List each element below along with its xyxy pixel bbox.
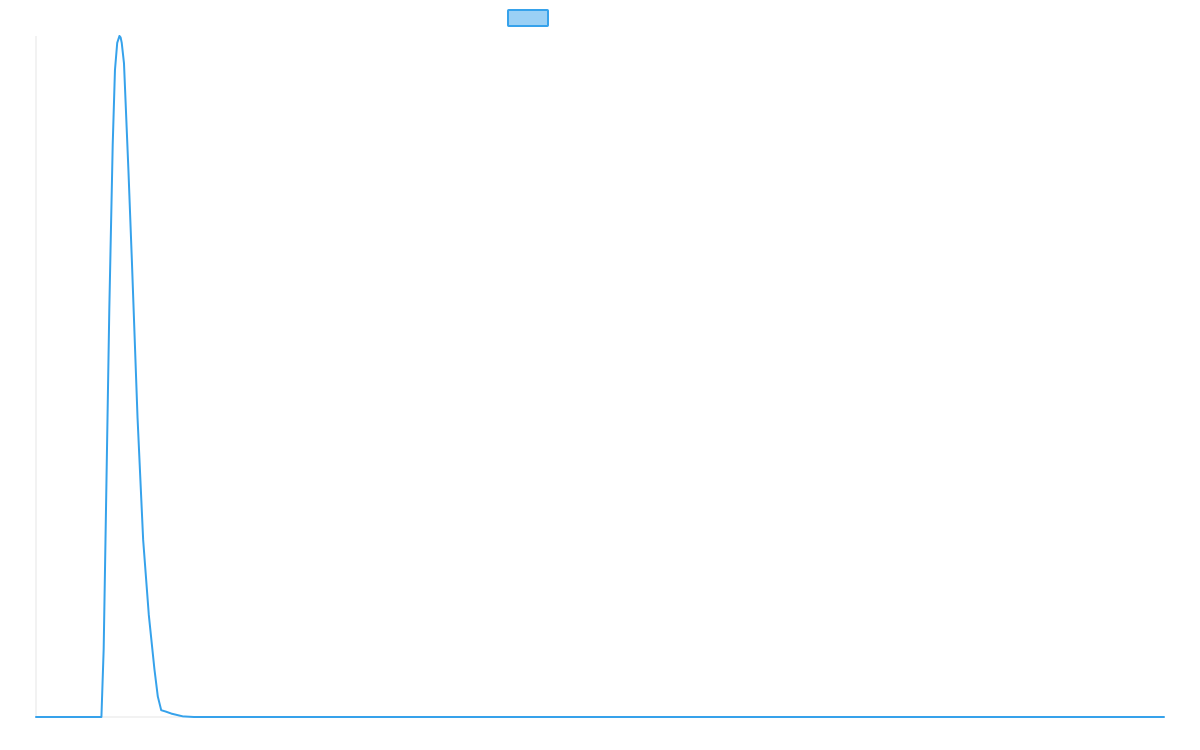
legend-swatch[interactable] bbox=[507, 9, 549, 27]
series-layer bbox=[35, 35, 1165, 718]
series-line-0 bbox=[35, 35, 1165, 718]
legend[interactable] bbox=[507, 9, 549, 27]
